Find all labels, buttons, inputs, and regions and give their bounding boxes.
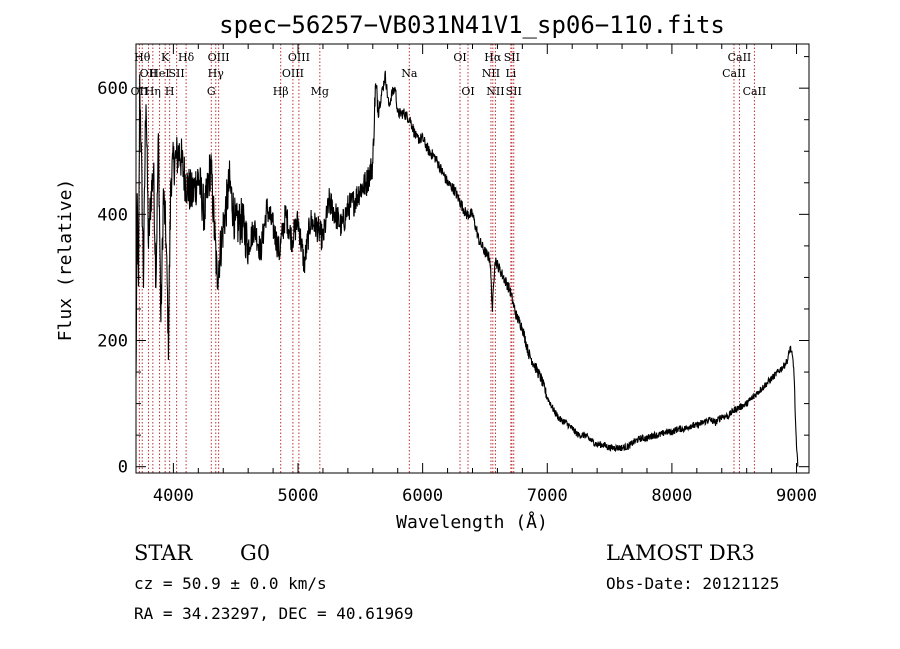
spectral-line-label-15: Mg [311, 85, 329, 98]
spectral-line-label-25: CaII [722, 67, 746, 80]
x-tick-label-5: 9000 [776, 486, 817, 506]
x-tick-label-0: 4000 [153, 486, 194, 506]
x-axis-label: Wavelength (Å) [396, 511, 548, 533]
x-tick-label-1: 5000 [278, 486, 319, 506]
spectral-line-label-13: OIII [282, 67, 304, 80]
spectral-line-label-2: OII [140, 67, 158, 80]
survey-name: LAMOST DR3 [606, 541, 755, 565]
y-tick-label-3: 600 [97, 79, 128, 99]
y-axis-label: Flux (relative) [55, 179, 76, 342]
redshift-text: cz = 50.9 ± 0.0 km/s [134, 574, 327, 593]
x-axis-ticks: 4000 5000 6000 7000 8000 9000 [153, 44, 817, 506]
spectral-line-label-14: OIII [288, 51, 310, 64]
object-subclass: G0 [240, 541, 270, 565]
spectral-line-label-20: Hα [484, 51, 502, 64]
spectral-line-label-1: Hθ [134, 51, 151, 64]
spectral-line-label-19: NII [482, 67, 500, 80]
spectral-line-label-11: OIII [208, 51, 230, 64]
spectral-line-label-24: SII [506, 85, 522, 98]
y-tick-label-2: 400 [97, 205, 128, 225]
spectral-line-markers [138, 44, 755, 473]
spectral-line-label-6: H [165, 85, 175, 98]
y-tick-label-1: 200 [97, 332, 128, 352]
spectral-line-label-4: HeI [149, 67, 169, 80]
spectral-line-label-9: G [207, 85, 216, 98]
spectral-line-label-10: Hγ [208, 67, 225, 80]
x-tick-label-4: 8000 [651, 486, 692, 506]
spectral-line-label-12: Hβ [273, 85, 289, 98]
spectral-line-labels: OIIHθOIIHηHeIKHSIIHδGHγOIIIHβOIIIOIIIMgN… [131, 51, 767, 98]
spectral-line-label-3: Hη [145, 85, 161, 98]
spectral-line-label-21: NII [486, 85, 504, 98]
object-class: STAR [134, 541, 193, 565]
spectral-line-label-17: OI [453, 51, 466, 64]
spectral-line-label-18: OI [461, 85, 474, 98]
y-axis-ticks: 0 200 400 600 [97, 56, 809, 478]
chart-title: spec−56257−VB031N41V1_sp06−110.fits [219, 11, 725, 39]
spectral-line-label-23: SII [504, 51, 520, 64]
y-tick-label-0: 0 [118, 458, 128, 478]
flux-series-line [135, 70, 799, 467]
obs-date-text: Obs-Date: 20121125 [606, 574, 779, 593]
spectral-line-label-16: Na [401, 67, 418, 80]
x-tick-label-2: 6000 [402, 486, 443, 506]
spectral-line-label-27: CaII [743, 85, 767, 98]
plot-frame [135, 43, 810, 474]
spectral-line-label-26: CaII [728, 51, 752, 64]
spectral-line-label-5: K [161, 51, 170, 64]
spectral-line-label-7: SII [169, 67, 185, 80]
spectral-line-label-8: Hδ [178, 51, 195, 64]
spectral-line-label-22: Li [505, 67, 516, 80]
ra-dec-text: RA = 34.23297, DEC = 40.61969 [134, 604, 413, 623]
x-tick-label-3: 7000 [527, 486, 568, 506]
